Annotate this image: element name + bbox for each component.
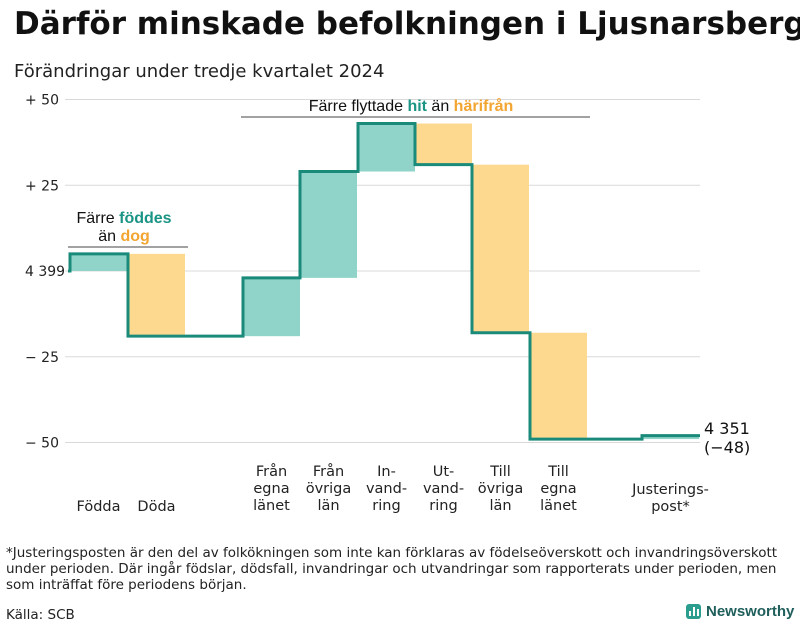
category-label: Till (489, 464, 511, 480)
category-label: Till (547, 464, 569, 480)
bar-9 (642, 435, 699, 440)
bar-3 (243, 277, 300, 337)
bar-6 (415, 123, 472, 165)
category-label: län (317, 498, 339, 514)
category-label: Justerings- (631, 482, 709, 498)
category-label: övriga (306, 481, 352, 497)
chart-title: Därför minskade befolkningen i Ljusnarsb… (14, 6, 800, 42)
y-tick-label: + 50 (25, 93, 59, 109)
brand-name: Newsworthy (706, 603, 795, 620)
births-annotation-line1: Färre föddes (76, 210, 171, 227)
chart-subtitle: Förändringar under tredje kvartalet 2024 (14, 61, 385, 82)
category-label: ring (372, 498, 400, 514)
category-label: Från (313, 463, 344, 480)
change-label: (−48) (704, 438, 750, 457)
bar-1 (70, 253, 127, 271)
brand-logo: Newsworthy (686, 603, 794, 620)
moves-annotation: Färre flyttade hit än härifrån (309, 97, 514, 115)
source-label: Källa: SCB (6, 607, 75, 623)
bar-chart-icon (686, 604, 701, 619)
bar-7 (472, 164, 529, 333)
bar-8 (530, 332, 587, 440)
category-label: övriga (478, 481, 524, 497)
category-label: post* (651, 499, 690, 515)
y-tick-label: − 50 (25, 436, 59, 452)
bar-4 (300, 171, 357, 278)
y-tick-label: − 25 (25, 350, 59, 366)
births-annotation-line2: än dog (98, 228, 150, 245)
category-label: In- (377, 464, 396, 480)
category-label: ring (429, 498, 457, 514)
footnote: *Justeringsposten är den del av folkökni… (6, 545, 778, 593)
category-label: Födda (77, 499, 121, 515)
y-tick-label: 4 399 (25, 264, 65, 280)
category-label: län (489, 498, 511, 514)
category-label: Från (256, 463, 287, 480)
category-label: Ut- (433, 464, 455, 480)
bar-5 (358, 123, 415, 172)
category-label: vand- (366, 481, 407, 497)
end-value-label: 4 351 (704, 419, 750, 438)
category-label: Döda (137, 499, 175, 515)
category-label: länet (540, 498, 577, 514)
bar-2 (128, 253, 185, 337)
step-line (68, 122, 700, 441)
category-label: länet (253, 498, 290, 514)
category-label: egna (540, 481, 576, 497)
category-label: vand- (423, 481, 464, 497)
category-label: egna (253, 481, 289, 497)
y-tick-label: + 25 (25, 178, 59, 194)
